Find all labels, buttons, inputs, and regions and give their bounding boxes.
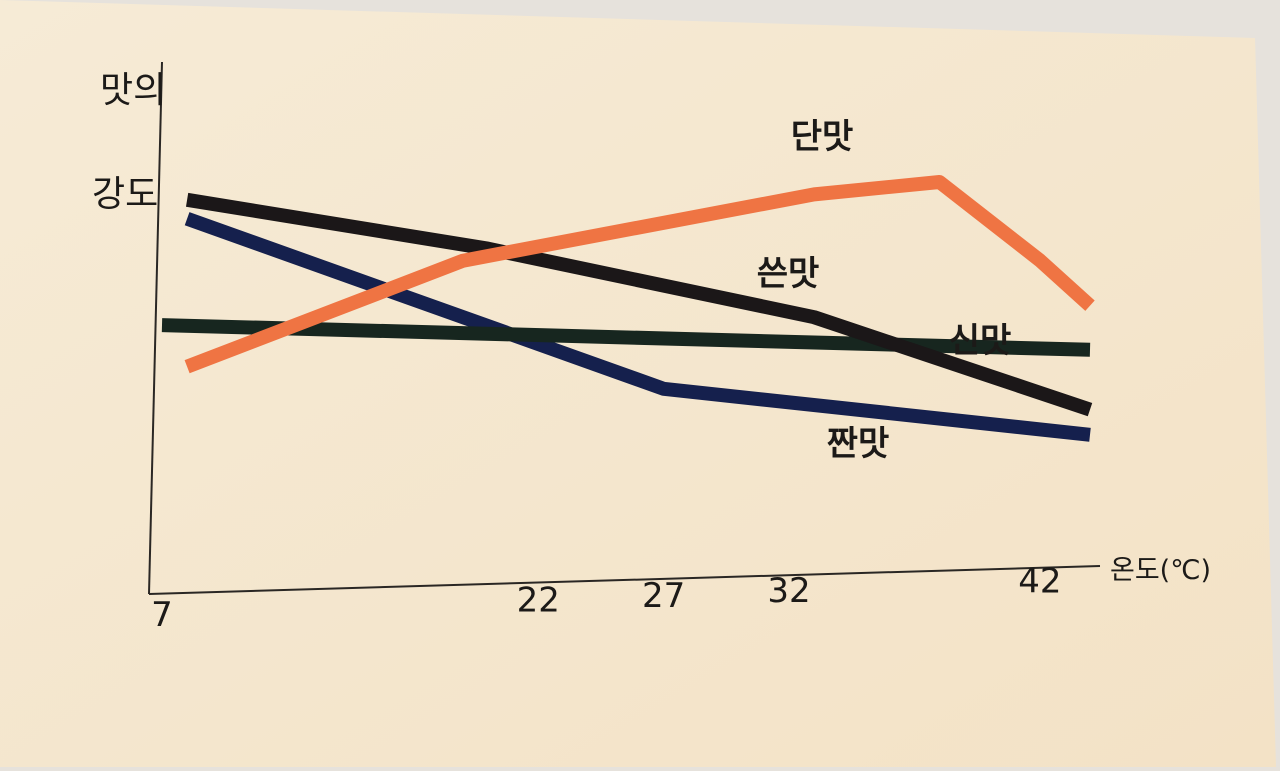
x-axis bbox=[148, 565, 1101, 595]
x-tick-labels: 7 22 27 32 42 bbox=[151, 562, 1061, 635]
series-line bbox=[184, 175, 1095, 374]
x-tick-label: 7 bbox=[151, 595, 173, 635]
x-tick-label: 27 bbox=[642, 576, 685, 616]
series-label: 짠맛 bbox=[827, 424, 890, 464]
x-tick-label: 42 bbox=[1018, 562, 1061, 602]
x-axis-label: 온도(℃) bbox=[1110, 555, 1211, 586]
y-axis-label-line-1: 맛의 bbox=[100, 70, 166, 111]
series-line bbox=[185, 192, 1093, 417]
series-line bbox=[161, 318, 1091, 357]
series-label: 신맛 bbox=[949, 321, 1012, 361]
y-axis bbox=[148, 61, 163, 595]
series-label: 단맛 bbox=[791, 117, 854, 157]
y-axis-label-line-2: 강도 bbox=[92, 174, 158, 215]
x-tick-label: 32 bbox=[767, 571, 810, 611]
series-line bbox=[184, 212, 1091, 442]
x-tick-label: 22 bbox=[517, 581, 560, 621]
series-label: 쓴맛 bbox=[757, 254, 820, 294]
series-lines bbox=[161, 175, 1095, 442]
